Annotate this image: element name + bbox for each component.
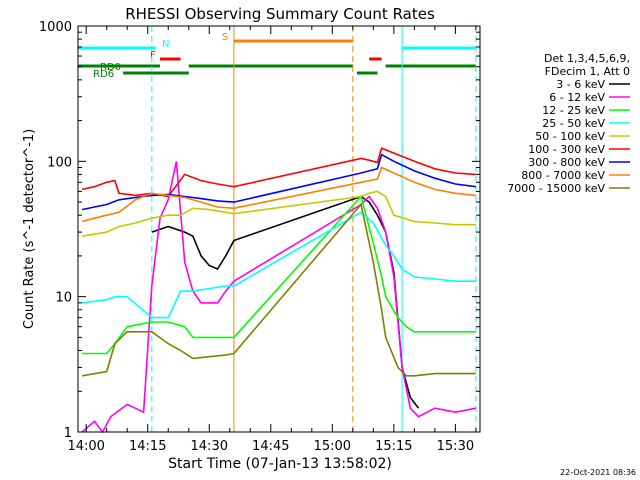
legend-header-1: FDecim 1, Att 0 bbox=[545, 65, 630, 78]
x-axis-label: Start Time (07-Jan-13 13:58:02) bbox=[168, 456, 392, 472]
y-tick-label: 10 bbox=[55, 291, 72, 306]
x-tick-label: 14:45 bbox=[252, 439, 289, 454]
legend-header-0: Det 1,3,4,5,6,9, bbox=[544, 52, 630, 65]
axes-frame bbox=[77, 25, 481, 433]
flag-label-s: S bbox=[222, 32, 228, 43]
legend-entry-label: 3 - 6 keV bbox=[556, 78, 605, 91]
flag-label-rd6: RD6 bbox=[93, 69, 114, 80]
series-line-8 bbox=[81, 202, 476, 377]
legend-entry-label: 25 - 50 keV bbox=[542, 117, 605, 130]
y-tick-label: 100 bbox=[47, 155, 72, 170]
footer-date: 22-Oct-2021 08:36 bbox=[560, 468, 636, 477]
series-line-0 bbox=[151, 195, 420, 409]
legend-entry-label: 12 - 25 keV bbox=[542, 104, 605, 117]
series-line-4 bbox=[81, 190, 476, 237]
series-line-2 bbox=[82, 194, 476, 355]
axes: 14:00 14:15 14:30 14:45 15:00 15:15 15:30 1 10 10… bbox=[22, 20, 481, 454]
legend-entry-label: 300 - 800 keV bbox=[528, 156, 605, 169]
series-line-7 bbox=[81, 166, 476, 223]
y-tick-label: 1 bbox=[64, 426, 72, 441]
flag-label-rd0: RD0 bbox=[100, 62, 121, 73]
x-tick-label: 14:30 bbox=[191, 439, 228, 454]
flag-label-f: F bbox=[150, 50, 156, 61]
x-tick-label: 15:30 bbox=[437, 439, 474, 454]
legend-entry-label: 100 - 300 keV bbox=[528, 143, 605, 156]
x-tick-label: 14:15 bbox=[129, 439, 166, 454]
x-tick-label: 15:15 bbox=[375, 439, 412, 454]
legend-entry-label: 800 - 7000 keV bbox=[521, 169, 605, 182]
legend-entry-label: 50 - 100 keV bbox=[535, 130, 605, 143]
series-line-6 bbox=[81, 153, 477, 211]
chart-title: RHESSI Observing Summary Count Rates bbox=[125, 5, 435, 23]
legend-entry-label: 6 - 12 keV bbox=[549, 91, 605, 104]
x-tick-label: 14:00 bbox=[67, 439, 104, 454]
series-line-5 bbox=[81, 147, 476, 198]
x-tick-label: 15:00 bbox=[314, 439, 351, 454]
series-line-1 bbox=[81, 161, 477, 434]
y-tick-label: 1000 bbox=[39, 20, 72, 35]
flag-label-n: N bbox=[162, 39, 169, 50]
y-axis-label: Count Rate (s^-1 detector^-1) bbox=[22, 129, 37, 329]
legend: Det 1,3,4,5,6,9,FDecim 1, Att 03 - 6 keV… bbox=[507, 52, 630, 195]
series-line-3 bbox=[81, 211, 476, 319]
legend-entry-label: 7000 - 15000 keV bbox=[507, 182, 605, 195]
